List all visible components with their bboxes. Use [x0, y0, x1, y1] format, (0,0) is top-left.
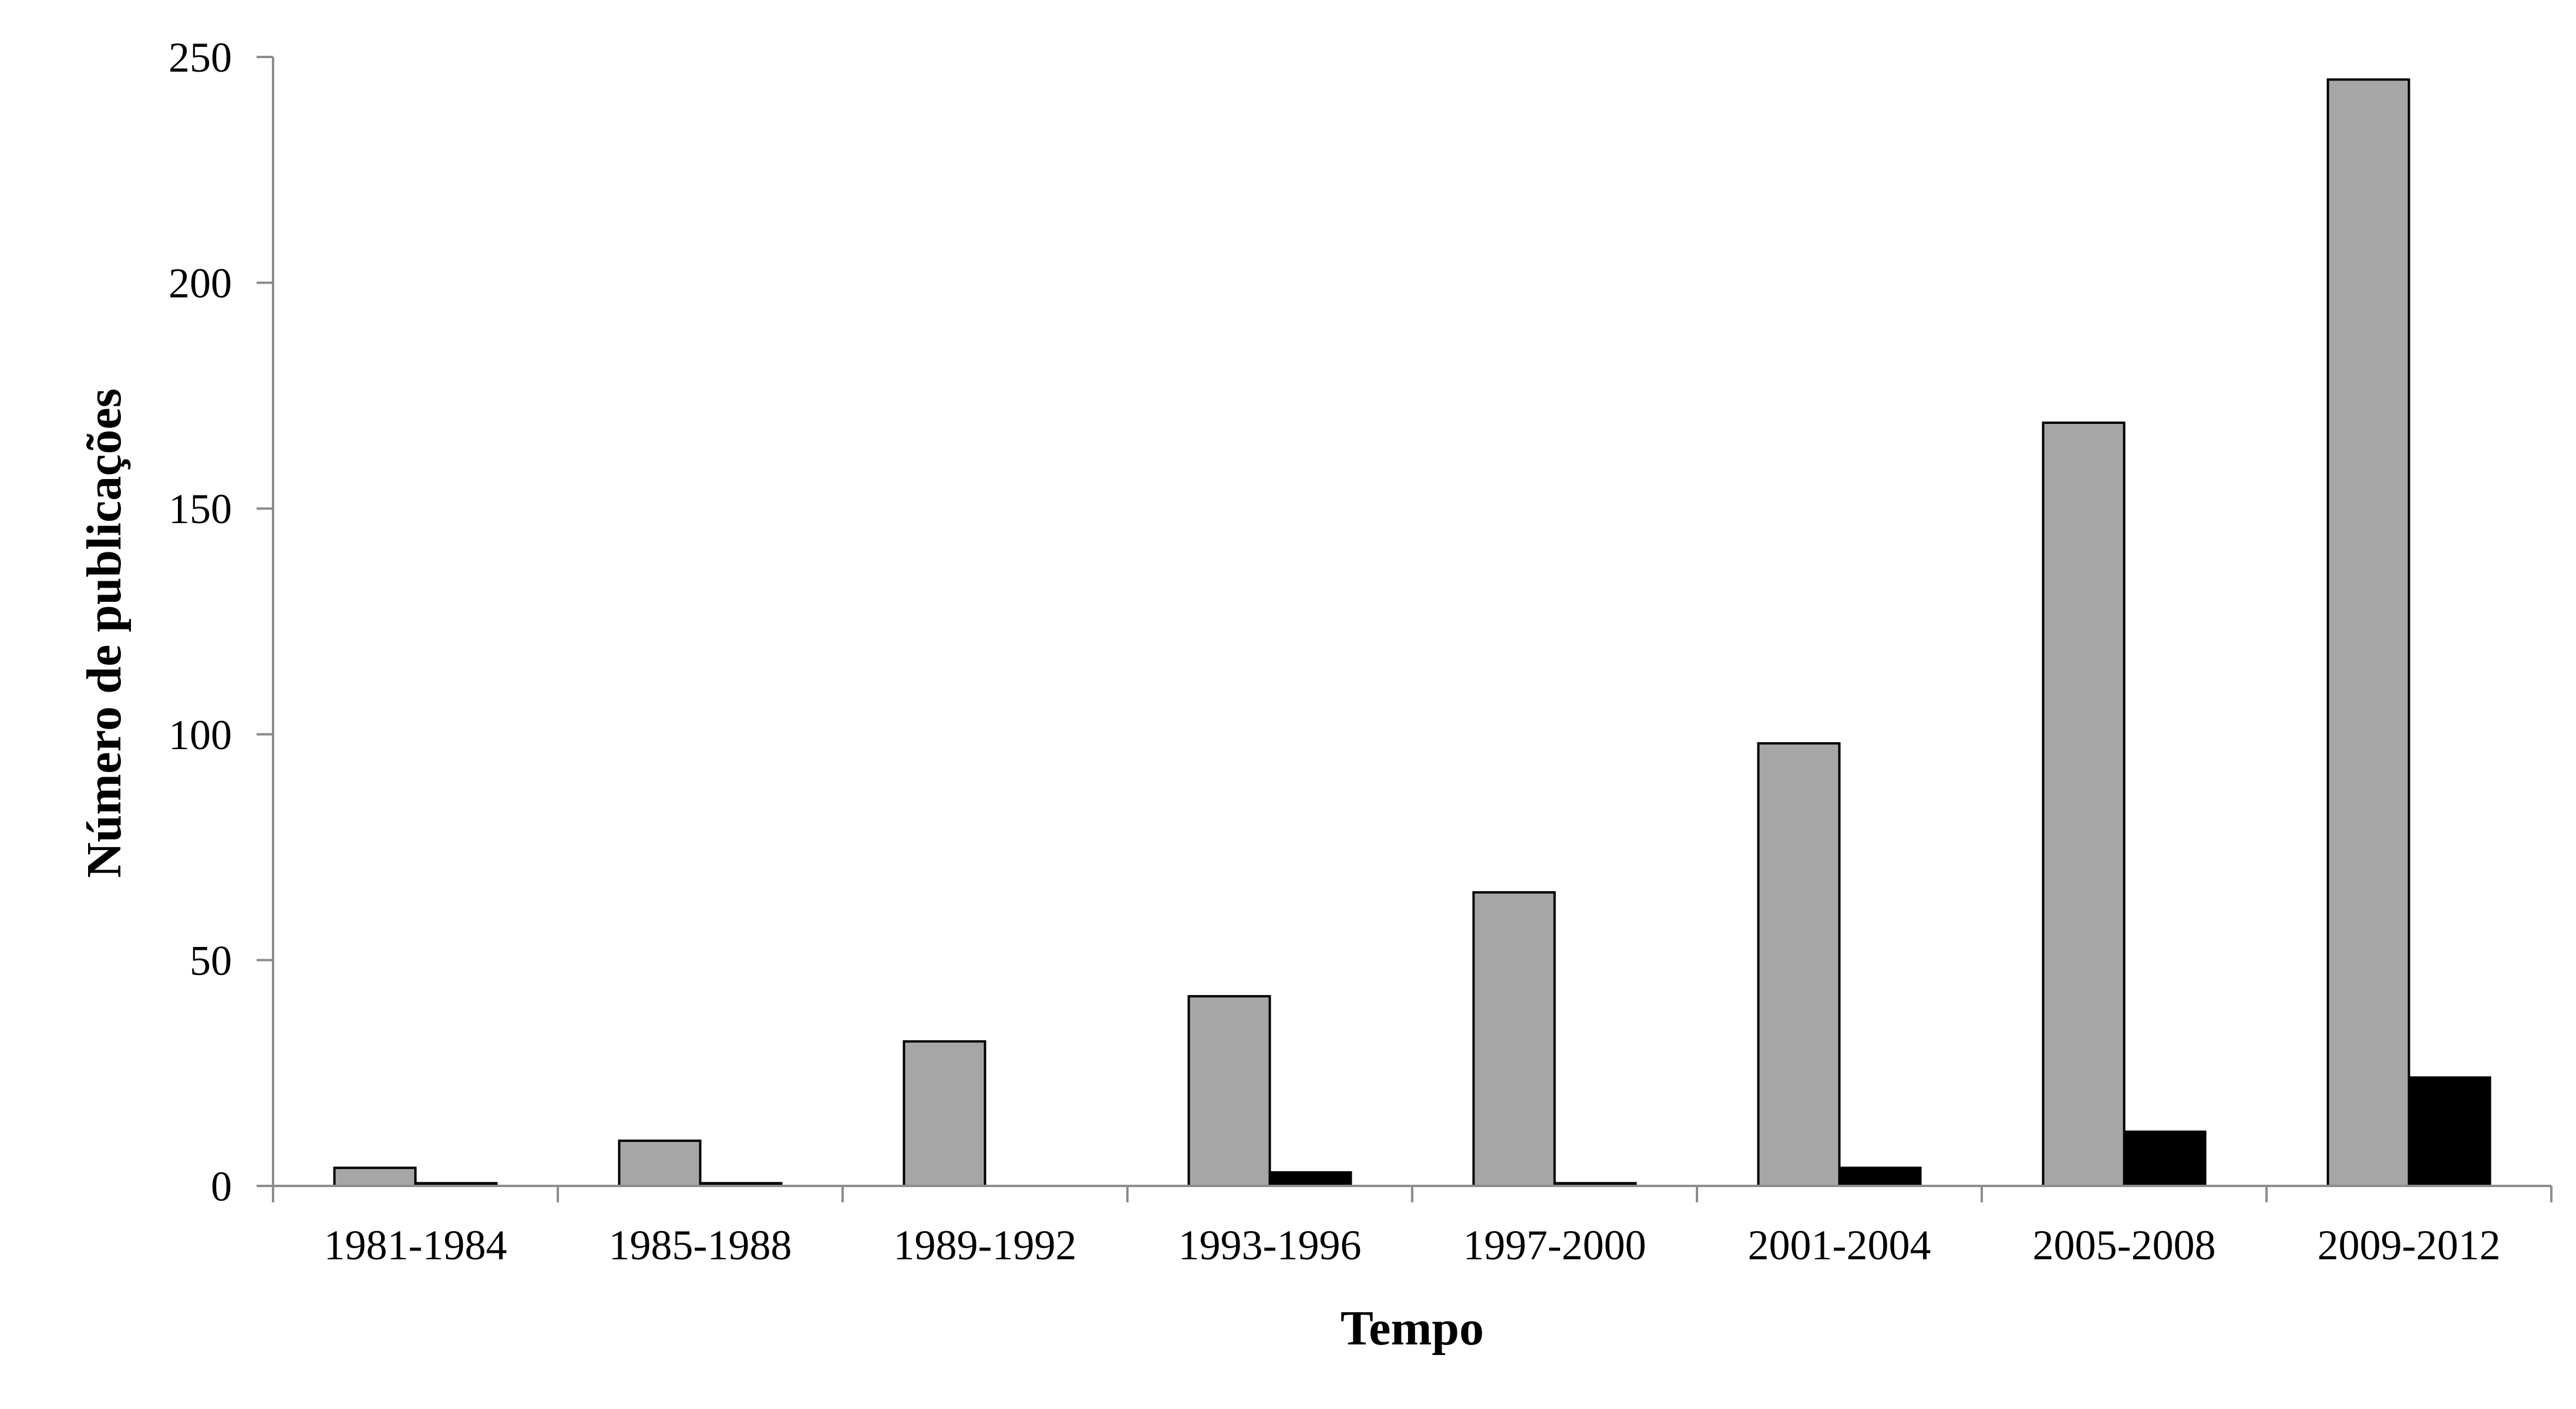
x-tick-label: 1989-1992	[894, 1222, 1077, 1269]
bar-series-1-1989-1992	[903, 1040, 986, 1187]
x-tick-label: 2009-2012	[2318, 1222, 2501, 1269]
y-tick-label: 150	[169, 486, 232, 532]
x-axis-ticks: 1981-1984 1985-1988 1989-1992 1993-1996 1997…	[272, 1186, 2553, 1269]
y-axis-ticks: 0 50 100 150 200 250	[169, 34, 273, 1210]
bar-series-2-1993-1996	[1268, 1171, 1352, 1187]
bar-series-1-1993-1996	[1187, 995, 1271, 1188]
x-tick-label: 1997-2000	[1463, 1222, 1646, 1269]
x-tick-label: 1985-1988	[609, 1222, 792, 1269]
x-axis-title: Tempo	[1341, 1301, 1484, 1356]
y-tick-label: 0	[211, 1163, 232, 1210]
x-tick-label: 2005-2008	[2033, 1222, 2216, 1269]
y-tick-label: 250	[169, 34, 232, 81]
y-tick-label: 50	[190, 937, 232, 984]
bar-series-1-1981-1984	[333, 1167, 417, 1188]
y-tick-label: 100	[169, 712, 232, 759]
x-tick-label: 1993-1996	[1178, 1222, 1362, 1269]
bar-series-1-2001-2004	[1757, 742, 1841, 1187]
bar-series-2-2005-2008	[2123, 1130, 2207, 1188]
x-tick-label: 2001-2004	[1748, 1222, 1931, 1269]
bar-series-1-1997-2000	[1472, 891, 1556, 1188]
bar-series-1-2009-2012	[2326, 78, 2410, 1188]
bars	[333, 78, 2491, 1188]
bar-series-1-2005-2008	[2042, 422, 2126, 1187]
bar-series-1-1985-1988	[618, 1140, 702, 1187]
y-axis-title: Número de publicações	[77, 389, 132, 878]
bar-series-2-2001-2004	[1838, 1167, 1922, 1188]
x-tick-label: 1981-1984	[324, 1222, 507, 1269]
y-tick-label: 200	[169, 260, 232, 307]
bar-series-2-2009-2012	[2407, 1076, 2491, 1187]
